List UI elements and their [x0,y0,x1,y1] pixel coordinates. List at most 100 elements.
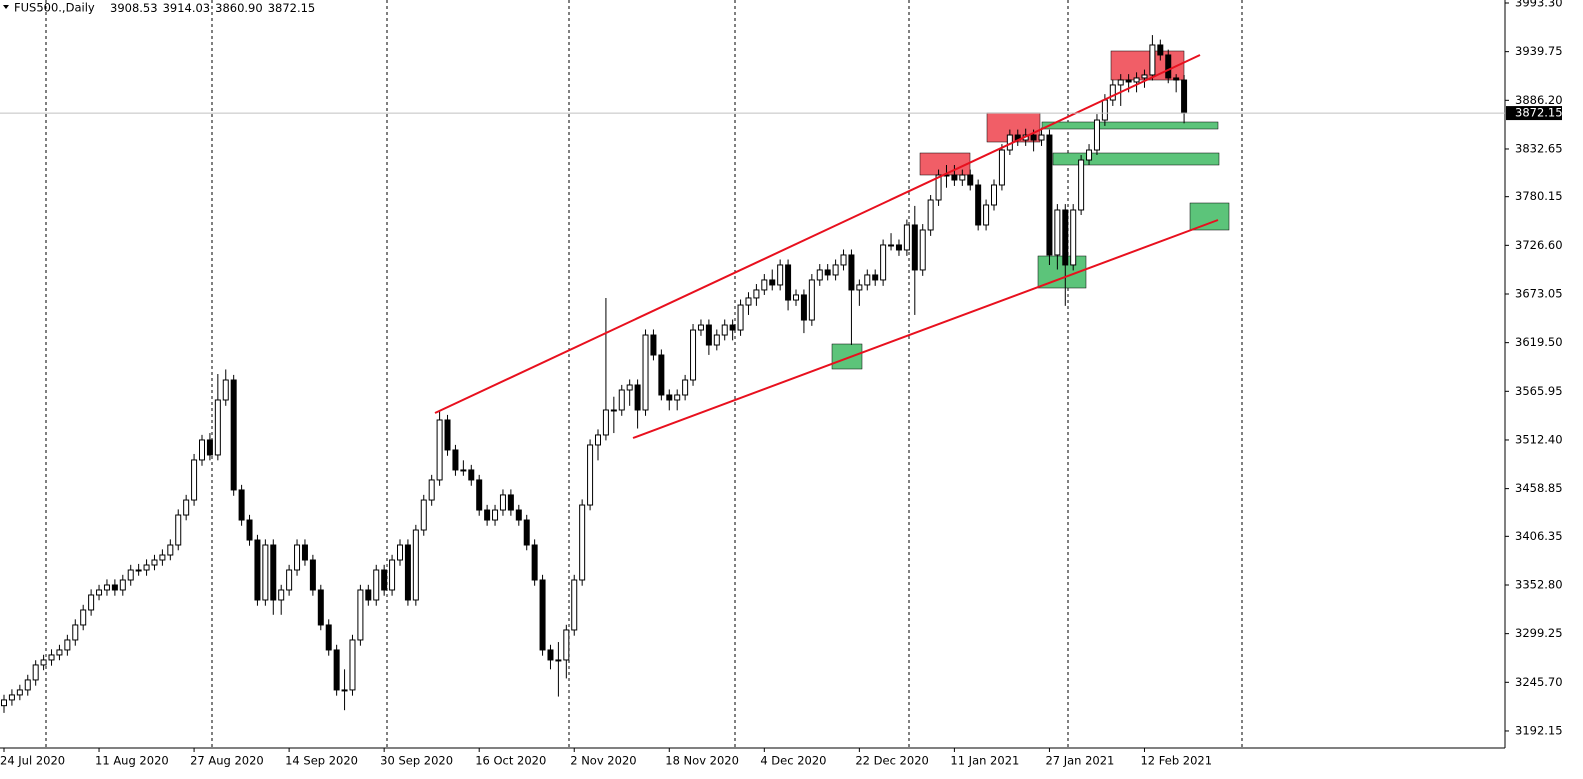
resistance-zone [1110,50,1185,81]
candle-body [183,499,190,516]
candle-body [935,174,942,201]
candle-body [103,584,110,591]
candle-body [135,569,142,572]
candle-body [16,689,23,696]
support-zone [831,343,863,370]
zones [831,50,1230,370]
candle-body [1125,79,1132,83]
candle-body [832,264,839,276]
candles [1,35,1188,713]
candle-body [444,419,451,451]
x-tick-label: 2 Nov 2020 [570,754,636,768]
candle-body [191,459,198,501]
candle-body [1157,44,1164,56]
support-zone [1052,152,1220,166]
candle-body [983,204,990,226]
y-tick-label: 3458.85 [1515,481,1563,495]
y-tick-label: 3352.80 [1515,577,1563,591]
candle-body [761,279,768,291]
candle-body [1078,159,1085,211]
candle-body [1165,54,1172,79]
candle-body [658,354,665,396]
trend-line-lower [632,219,1219,439]
candle-body [262,544,269,601]
candle-body [175,514,182,546]
y-tick-label: 3565.95 [1515,384,1563,398]
candle-body [111,584,118,591]
x-tick-label: 24 Jul 2020 [0,754,65,768]
candle-body [412,529,419,601]
x-tick-label: 11 Jan 2021 [950,754,1019,768]
trend-line-upper [434,54,1201,414]
candle-body [492,509,499,521]
candle-body [1030,134,1037,141]
candle-body [397,544,403,561]
candle-body [959,174,966,181]
candle-body [333,649,340,691]
y-tick-label: 3726.60 [1515,238,1563,252]
candle-body [286,569,293,591]
candle-body [618,389,625,411]
candle-body [626,384,633,391]
candle-body [808,279,815,321]
candle-body [1062,209,1069,266]
ohlc-value: 3908.53 [110,1,158,15]
candle-body [602,409,609,436]
candle-body [824,269,831,276]
x-tick-label: 12 Feb 2021 [1140,754,1212,768]
y-tick-label: 3673.05 [1515,286,1563,300]
candle-body [206,439,213,456]
candle-body [32,664,39,681]
candle-body [222,379,229,401]
current-price-label: 3872.15 [1515,106,1563,120]
candle-body [547,649,554,661]
candle-body [214,399,221,456]
support-zone [1041,121,1219,130]
candle-body [705,324,712,346]
candle-body [816,269,823,281]
candle-body [769,279,776,286]
candle-body [238,489,245,521]
candle-body [800,294,807,321]
candle-body [793,294,799,301]
candle-body [856,284,863,291]
candle-body [1046,134,1053,256]
candle-body [373,569,380,601]
x-tick-label: 4 Dec 2020 [760,754,826,768]
candle-body [539,579,546,651]
candle-body [1173,77,1180,81]
candle-body [555,659,562,662]
candle-body [848,254,855,291]
candle-body [428,479,435,501]
menu-arrow[interactable] [3,5,9,9]
y-tick-label: 3192.15 [1515,723,1563,737]
candle-body [1133,77,1140,83]
candle-body [167,544,174,556]
candle-body [8,694,15,701]
candle-body [389,559,396,591]
candle-body [1101,99,1108,121]
x-tick-label: 22 Dec 2020 [855,754,928,768]
candle-body [1109,84,1116,101]
candle-body [24,679,31,691]
candle-body [278,589,285,601]
candle-body [452,449,459,471]
candle-body [349,639,356,691]
x-tick-label: 11 Aug 2020 [95,754,169,768]
x-tick-label: 27 Jan 2021 [1045,754,1114,768]
y-tick-label: 3832.65 [1515,141,1563,155]
candle-body [1054,209,1061,256]
candle-body [531,544,538,581]
candle-body [119,579,126,591]
ohlc-header: 3908.53 3914.03 3860.90 3872.15 [110,1,315,15]
candle-body [919,229,926,271]
candle-body [507,494,514,511]
current-price-tag [1506,106,1562,121]
candle-body [468,469,475,481]
candle-body [436,419,443,481]
candle-body [1181,79,1188,114]
candle-body [729,324,736,331]
candle-body [270,544,277,601]
